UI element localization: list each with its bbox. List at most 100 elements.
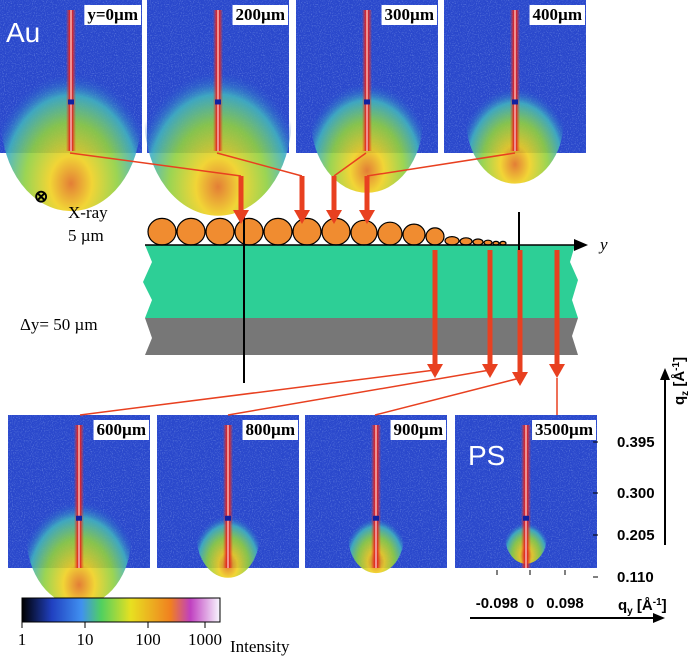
xray-size: 5 µm bbox=[68, 226, 104, 245]
particle bbox=[444, 236, 460, 246]
specular-streak bbox=[521, 425, 531, 568]
particle bbox=[402, 223, 426, 246]
panels: y=0µm 200µm 300µm 400µm 600µm 800µm 900µm 3500µ… bbox=[0, 0, 597, 606]
scattering-image: 600µm bbox=[8, 415, 150, 606]
panel-label: 600µm bbox=[97, 420, 146, 439]
material-label: Au bbox=[6, 17, 40, 48]
scattering-image: 900µm bbox=[305, 415, 447, 574]
beamstop bbox=[364, 99, 370, 105]
xray-symbol: ⊗ bbox=[34, 187, 48, 206]
label-box bbox=[381, 5, 437, 25]
colorbar bbox=[21, 597, 221, 623]
scattering-image: 3500µm bbox=[455, 415, 597, 568]
qz-tick-label: 0.395 bbox=[617, 434, 655, 451]
label-box bbox=[242, 420, 298, 440]
particle bbox=[147, 217, 177, 246]
sample bbox=[143, 212, 588, 383]
colorbar-tick-label: 10 bbox=[77, 630, 94, 649]
qy-tick-label: 0.098 bbox=[546, 595, 584, 612]
label-box bbox=[84, 5, 141, 25]
close: ] bbox=[662, 597, 667, 614]
beamstop bbox=[68, 99, 74, 105]
particle bbox=[263, 217, 293, 246]
arrowhead bbox=[294, 210, 310, 224]
qz-tick-label: 0.110 bbox=[617, 569, 654, 586]
particle bbox=[472, 238, 484, 246]
label-box bbox=[93, 420, 149, 440]
scattering-image: 200µm bbox=[144, 0, 292, 216]
scattering-image: 800µm bbox=[157, 415, 299, 578]
panel-label: 3500µm bbox=[535, 420, 593, 439]
q: q bbox=[618, 597, 627, 614]
xray-label: X-ray bbox=[68, 203, 108, 222]
panel-label: 400µm bbox=[533, 5, 582, 24]
panel-label: y=0µm bbox=[87, 5, 138, 24]
close: ] bbox=[671, 357, 688, 362]
specular-streak bbox=[223, 425, 233, 568]
particle bbox=[425, 227, 445, 246]
arrowhead bbox=[427, 364, 443, 378]
particle bbox=[321, 217, 351, 246]
y-axis: y bbox=[598, 235, 608, 254]
specular-streak bbox=[74, 425, 84, 568]
panel-label: 300µm bbox=[385, 5, 434, 24]
particle bbox=[350, 219, 378, 246]
label-box bbox=[529, 5, 585, 25]
beamstop bbox=[215, 99, 221, 105]
beamstop bbox=[512, 99, 518, 105]
qz-tick-label: 0.205 bbox=[617, 527, 655, 544]
unit: [Å bbox=[671, 371, 688, 391]
arrowhead bbox=[482, 364, 498, 378]
qy-tick-label: -0.098 bbox=[476, 595, 519, 612]
particle bbox=[459, 237, 473, 246]
scattering-image: 400µm bbox=[444, 0, 586, 184]
sub: z bbox=[680, 391, 691, 396]
material-label: PS bbox=[468, 440, 505, 471]
arrowhead bbox=[326, 210, 342, 224]
particle bbox=[205, 217, 235, 246]
scattering-image: y=0µm bbox=[0, 0, 142, 212]
panel-label: 800µm bbox=[246, 420, 295, 439]
panel-label: 200µm bbox=[236, 5, 285, 24]
particle bbox=[377, 221, 403, 246]
qz-label: qz [Å-1] bbox=[671, 357, 691, 405]
colorbar-tick-label: 100 bbox=[135, 630, 161, 649]
colorbar-tick-label: 1 bbox=[18, 630, 27, 649]
qy-arrowhead bbox=[653, 613, 665, 623]
colorbar-label: Intensity bbox=[230, 637, 290, 656]
arrows bbox=[233, 176, 565, 386]
label-box bbox=[532, 420, 596, 440]
unit: [Å bbox=[633, 597, 653, 614]
sup: -1 bbox=[653, 597, 662, 608]
particle bbox=[292, 217, 322, 246]
qz-arrowhead bbox=[660, 368, 670, 380]
qz-tick-label: 0.300 bbox=[617, 485, 655, 502]
scattering-image: 300µm bbox=[296, 0, 438, 193]
specular-streak bbox=[213, 10, 223, 151]
delta-y: Δy= 50 µm bbox=[20, 315, 98, 334]
specular-streak bbox=[66, 10, 76, 151]
colorbar-tick-label: 1000 bbox=[188, 630, 222, 649]
qy-tick-label: 0 bbox=[526, 595, 534, 612]
label-box bbox=[232, 5, 288, 25]
specular-streak bbox=[362, 10, 372, 151]
label-box bbox=[390, 420, 446, 440]
connectors bbox=[69, 152, 558, 416]
qy-label: qy [Å-1] bbox=[618, 597, 667, 617]
specular-streak bbox=[510, 10, 520, 151]
arrowhead bbox=[233, 210, 249, 224]
beamstop bbox=[76, 515, 82, 521]
sub: y bbox=[627, 606, 633, 617]
panel-label: 900µm bbox=[394, 420, 443, 439]
arrowhead bbox=[549, 364, 565, 378]
specular-streak bbox=[371, 425, 381, 568]
arrowhead bbox=[359, 210, 375, 224]
arrowhead bbox=[512, 372, 528, 386]
q: q bbox=[671, 396, 688, 405]
beamstop bbox=[523, 515, 529, 521]
beamstop bbox=[373, 515, 379, 521]
particle bbox=[234, 217, 264, 246]
beamstop bbox=[225, 515, 231, 521]
particle bbox=[176, 217, 206, 246]
